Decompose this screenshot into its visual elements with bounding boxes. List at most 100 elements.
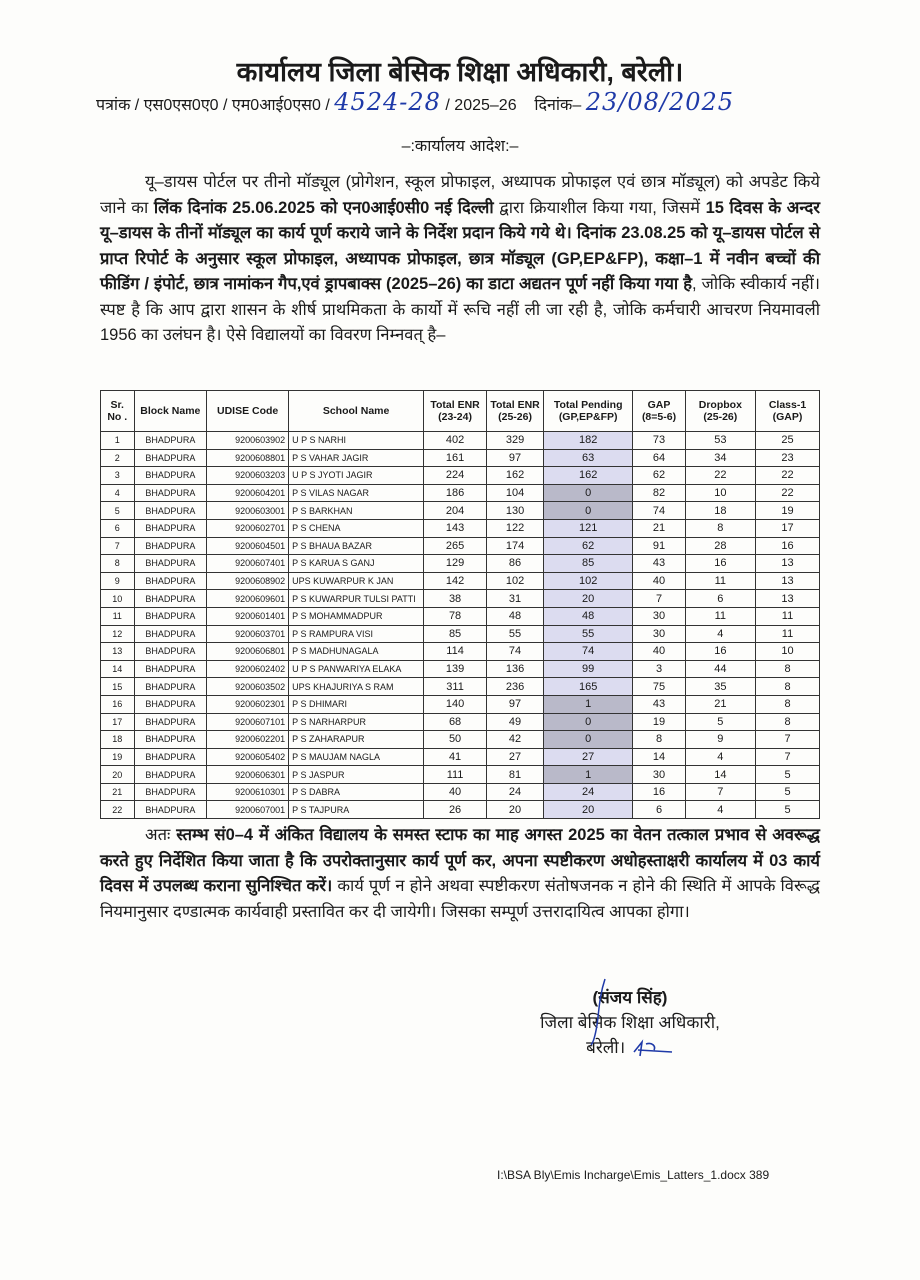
- table-cell: BHADPURA: [133, 730, 208, 749]
- ref-number-handwritten: 4524-28: [334, 88, 441, 116]
- table-row: 15 BHADPURA 9200603502 UPS KHAJURIYA S RAM 3…: [100, 677, 820, 696]
- table-cell: 9200606801: [206, 642, 290, 661]
- table-cell: 162: [486, 466, 544, 485]
- text-segment: द्वारा क्रियाशील किया गया, जिसमें: [493, 198, 706, 217]
- table-cell: 140: [422, 694, 488, 714]
- table-cell: 19: [755, 501, 820, 520]
- table-cell: 9200604501: [206, 536, 290, 556]
- table-row: 20 BHADPURA 9200606301 P S JASPUR 111 81 1 30 14…: [100, 765, 820, 784]
- table-cell: 9200606301: [206, 765, 290, 784]
- date-label: दिनांक–: [534, 97, 582, 114]
- table-cell: 8: [755, 677, 820, 696]
- date-handwritten: 23/08/2025: [585, 88, 735, 116]
- table-cell: P S MADHUNAGALA: [288, 642, 424, 661]
- table-cell: 42: [486, 730, 544, 749]
- table-cell: 11: [100, 606, 135, 626]
- table-cell: BHADPURA: [133, 501, 208, 520]
- table-cell: 5: [755, 782, 820, 802]
- table-cell: P S CHENA: [288, 518, 424, 538]
- table-cell: BHADPURA: [133, 782, 208, 802]
- file-path-footer: I:\BSA Bly\Emis Incharge\Emis_Latters_1.…: [497, 1168, 770, 1182]
- column-header: GAP (8=5-6): [632, 390, 686, 432]
- table-cell: 30: [632, 624, 686, 644]
- table-cell: 82: [632, 483, 686, 503]
- table-cell: P S MOHAMMADPUR: [288, 606, 424, 626]
- table-cell: 22: [684, 466, 757, 485]
- table-row: 10 BHADPURA 9200609601 P S KUWARPUR TULSI P…: [100, 589, 820, 608]
- table-cell: 50: [422, 730, 488, 749]
- table-cell: BHADPURA: [133, 712, 208, 732]
- table-cell: 7: [684, 782, 757, 802]
- table-row: 3 BHADPURA 9200603203 U P S JYOTI JAGIR 224 1…: [100, 466, 820, 485]
- table-cell: UPS KHAJURIYA S RAM: [288, 677, 424, 696]
- table-cell: 6: [632, 800, 686, 820]
- table-cell: 9200604201: [206, 483, 290, 503]
- table-cell: BHADPURA: [133, 624, 208, 644]
- table-cell: 16: [755, 536, 820, 556]
- table-cell: 12: [100, 624, 135, 644]
- initials-scribble-icon: [633, 1038, 672, 1056]
- text-segment: , जोकि स्वीकार्य नहीं। स्पष्ट है कि आप द…: [100, 275, 820, 344]
- column-header: Total ENR (25-26): [486, 390, 544, 432]
- table-row: 16 BHADPURA 9200602301 P S DHIMARI 140 97 1 43 2…: [100, 694, 820, 714]
- table-cell: 8: [100, 554, 135, 573]
- table-cell: 9: [684, 730, 757, 749]
- table-cell: 9200601401: [206, 606, 290, 626]
- table-cell: BHADPURA: [133, 677, 208, 696]
- table-cell: P S BHAUA BAZAR: [288, 536, 424, 556]
- table-cell: 1: [542, 765, 634, 784]
- table-cell: 3: [632, 659, 686, 679]
- column-header: School Name: [288, 390, 424, 432]
- table-cell: 74: [632, 501, 686, 520]
- table-cell: 129: [422, 554, 488, 573]
- table-cell: 2: [100, 448, 135, 468]
- table-cell: BHADPURA: [133, 765, 208, 784]
- table-cell: P S RAMPURA VISI: [288, 624, 424, 644]
- table-cell: 18: [100, 730, 135, 749]
- table-cell: 97: [486, 694, 544, 714]
- intro-paragraph: यू–डायस पोर्टल पर तीनो मॉड्यूल (प्रोगेशन…: [100, 170, 820, 349]
- signature-scribble-icon: [590, 978, 606, 1046]
- table-cell: 13: [100, 642, 135, 661]
- table-cell: 9200602402: [206, 659, 290, 679]
- table-cell: BHADPURA: [133, 536, 208, 556]
- table-cell: 49: [486, 712, 544, 732]
- table-cell: 48: [542, 606, 634, 626]
- table-cell: 16: [632, 782, 686, 802]
- table-cell: BHADPURA: [133, 694, 208, 714]
- table-cell: 11: [684, 571, 757, 591]
- table-cell: 19: [100, 747, 135, 767]
- table-cell: P S VILAS NAGAR: [288, 483, 424, 503]
- table-cell: 73: [632, 431, 686, 450]
- office-title: कार्यालय जिला बेसिक शिक्षा अधिकारी, बरेल…: [236, 57, 684, 87]
- table-cell: 9200603902: [206, 431, 290, 450]
- table-cell: 18: [684, 501, 757, 520]
- table-cell: BHADPURA: [133, 589, 208, 608]
- table-cell: 22: [755, 466, 820, 485]
- table-row: 8 BHADPURA 9200607401 P S KARUA S GANJ 129 86…: [100, 554, 820, 573]
- table-cell: 40: [422, 782, 488, 802]
- table-cell: 5: [755, 800, 820, 820]
- table-cell: 9200603001: [206, 501, 290, 520]
- table-cell: 53: [684, 431, 757, 450]
- bold-text-segment: 15 दिवस के अन्दर यू–डायस के तीनों मॉड्यू…: [100, 198, 820, 294]
- table-cell: 1: [100, 431, 135, 450]
- table-cell: 43: [632, 554, 686, 573]
- table-cell: 26: [422, 800, 488, 820]
- table-cell: 6: [100, 518, 135, 538]
- table-cell: 6: [684, 589, 757, 608]
- table-cell: 62: [542, 536, 634, 556]
- table-cell: 62: [632, 466, 686, 485]
- table-cell: 9200603203: [206, 466, 290, 485]
- table-cell: 4: [684, 800, 757, 820]
- signature-block: (संजय सिंह) जिला बेसिक शिक्षा अधिकारी, ब…: [480, 978, 780, 1060]
- signatory-place: बरेली।: [480, 1035, 780, 1060]
- table-cell: BHADPURA: [133, 642, 208, 661]
- table-cell: 311: [422, 677, 488, 696]
- table-cell: 24: [486, 782, 544, 802]
- table-cell: 161: [422, 448, 488, 468]
- table-cell: 9200603701: [206, 624, 290, 644]
- table-cell: P S BARKHAN: [288, 501, 424, 520]
- table-cell: P S VAHAR JAGIR: [288, 448, 424, 468]
- table-cell: 11: [755, 624, 820, 644]
